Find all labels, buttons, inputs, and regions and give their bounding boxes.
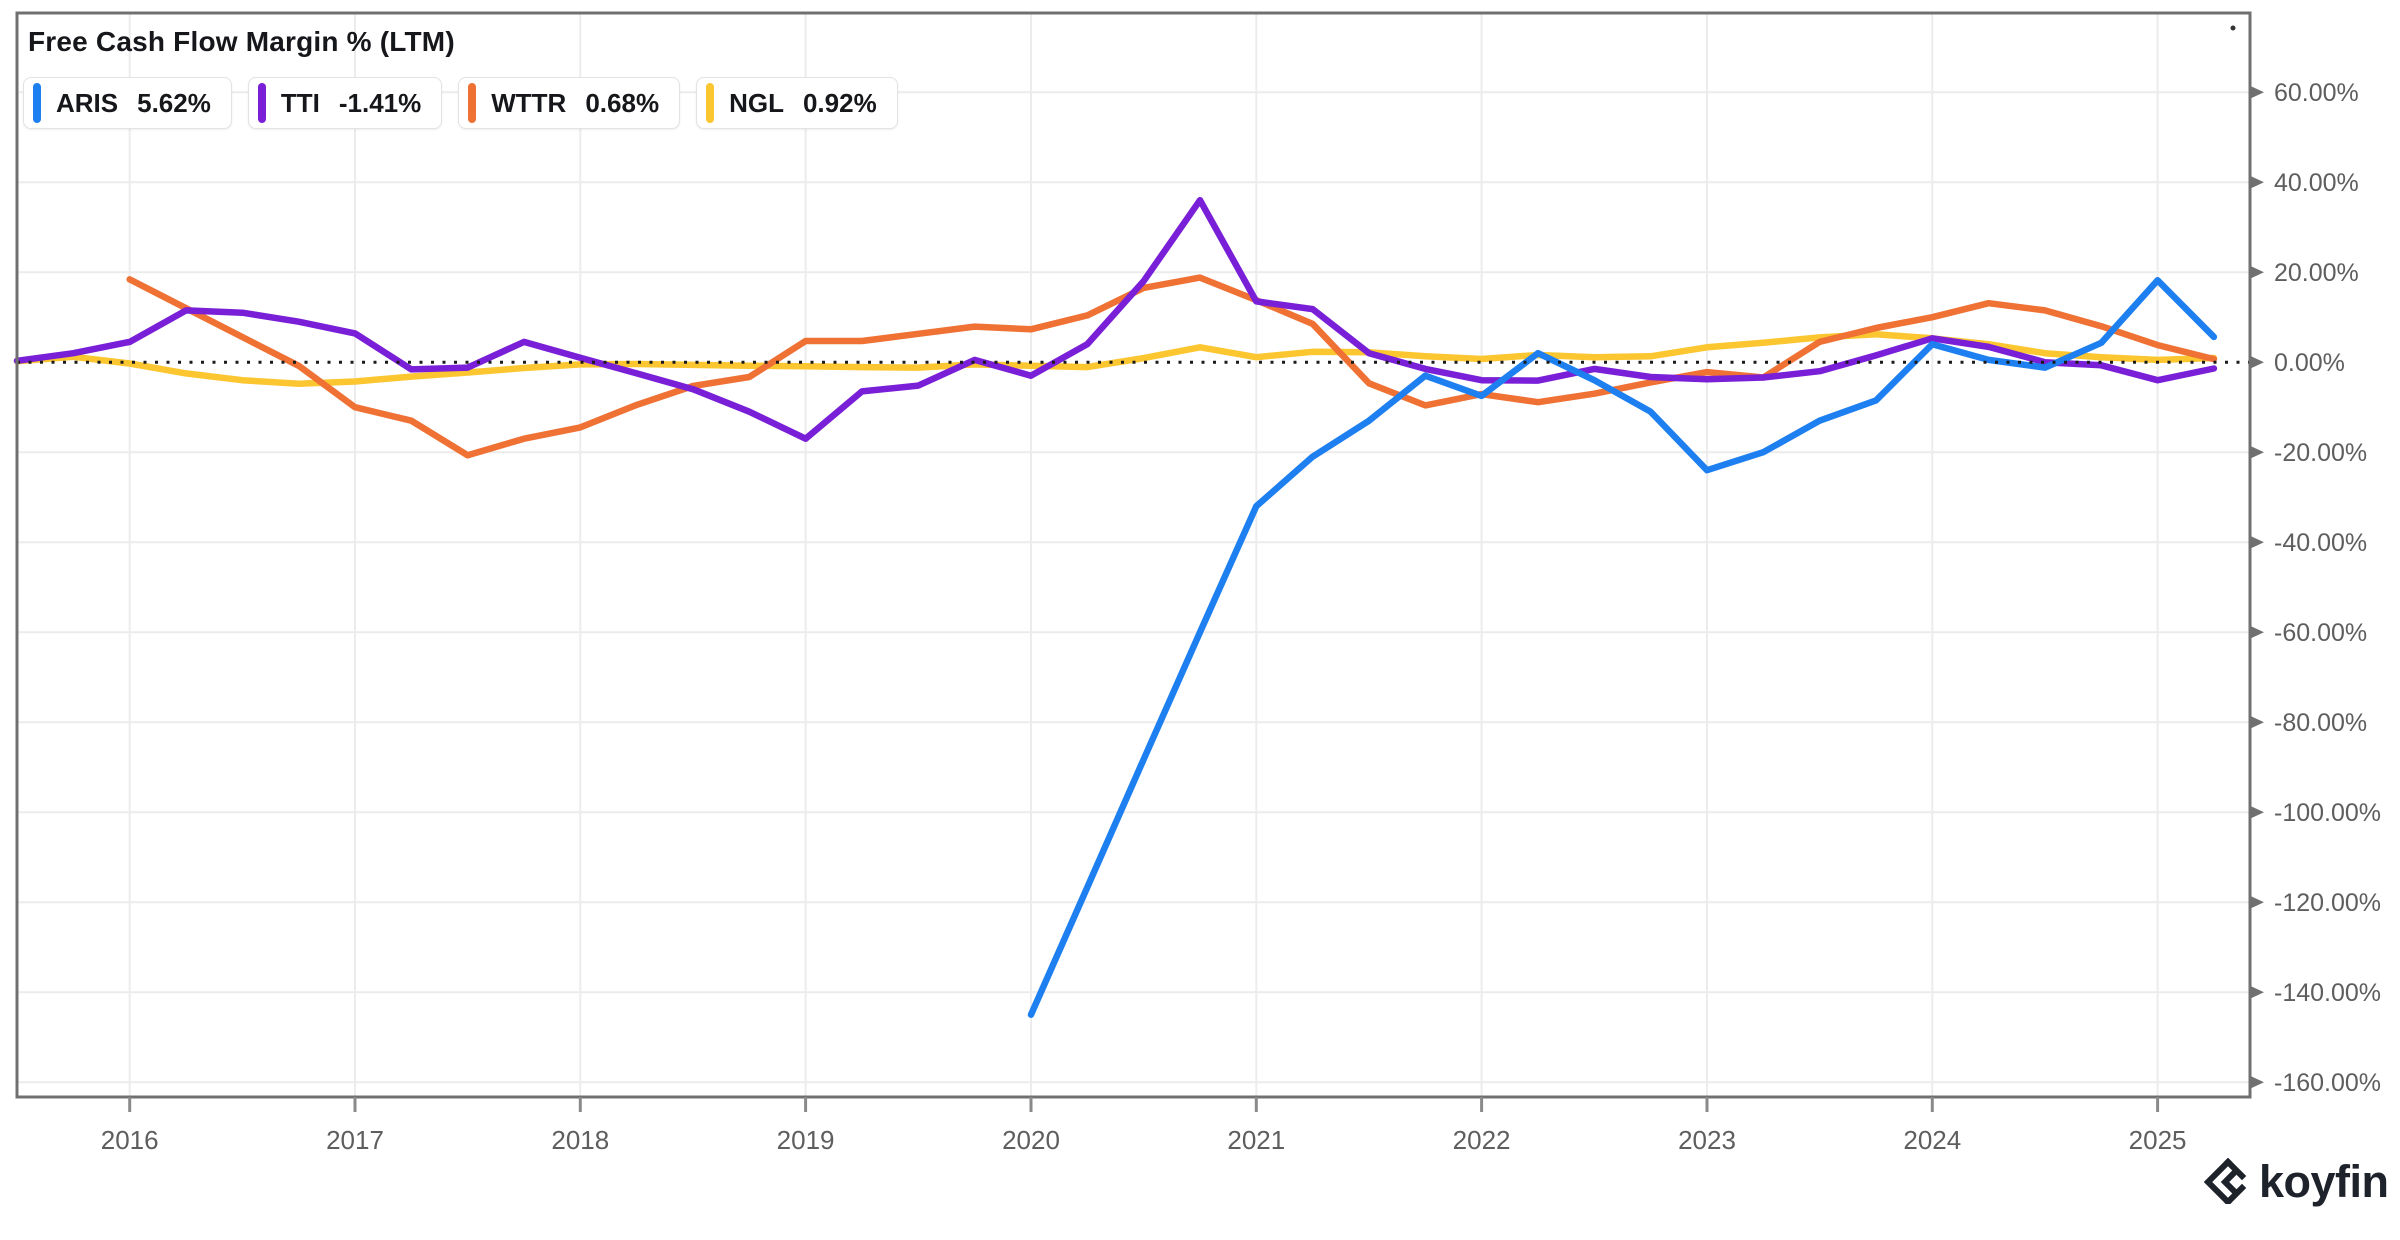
x-axis-label: 2025 — [2129, 1125, 2187, 1155]
y-tick-arrow-icon — [2251, 896, 2264, 909]
legend-ticker: WTTR — [491, 87, 567, 118]
y-axis-label: -80.00% — [2274, 709, 2367, 737]
y-axis-label: 40.00% — [2274, 169, 2359, 197]
stray-dot — [2230, 25, 2236, 31]
series-lines — [13, 196, 2218, 1018]
y-axis-label: -20.00% — [2274, 439, 2367, 467]
legend-ticker: TTI — [280, 87, 320, 118]
y-axis-label: -40.00% — [2274, 529, 2367, 557]
legend-ticker: ARIS — [56, 87, 119, 118]
x-axis-label: 2022 — [1453, 1125, 1511, 1155]
x-axis: 2016 2017 2018 2019 2020 2021 2022 2023 2024 2025 — [101, 1097, 2187, 1155]
y-tick-arrow-icon — [2251, 176, 2264, 189]
x-axis-label: 2016 — [101, 1125, 159, 1155]
chart-title: Free Cash Flow Margin % (LTM) — [28, 26, 455, 57]
y-tick-arrow-icon — [2251, 986, 2264, 999]
y-tick-arrow-icon — [2251, 536, 2264, 549]
y-tick-arrow-icon — [2251, 266, 2264, 279]
y-axis-label: -100.00% — [2274, 799, 2381, 827]
y-tick-arrow-icon — [2251, 356, 2264, 369]
y-axis-label: 60.00% — [2274, 79, 2359, 107]
y-axis-label: 20.00% — [2274, 259, 2359, 287]
y-axis-label: -120.00% — [2274, 889, 2381, 917]
y-axis-label: -60.00% — [2274, 619, 2367, 647]
legend-chip-ARIS[interactable]: ARIS 5.62% — [23, 77, 232, 129]
y-axis: 60.00% 40.00% 20.00% 0.00% -20.00% -40.00% -60… — [2251, 79, 2381, 1097]
series-line-ARIS — [1027, 277, 2218, 1018]
koyfin-logo: koyfin — [2203, 1158, 2389, 1204]
gridlines — [17, 13, 2250, 1097]
plot-border — [15, 11, 2252, 1099]
legend-color-bar — [706, 83, 715, 123]
x-axis-label: 2024 — [1903, 1125, 1961, 1155]
legend-chip-NGL[interactable]: NGL 0.92% — [696, 77, 898, 129]
x-axis-label: 2021 — [1227, 1125, 1285, 1155]
x-axis-label: 2019 — [777, 1125, 835, 1155]
legend-color-bar — [33, 83, 41, 123]
legend-value: 5.62% — [137, 87, 211, 118]
legend-chip-WTTR[interactable]: WTTR 0.68% — [458, 77, 681, 129]
legend-value: 0.68% — [585, 87, 660, 118]
legend-value: -1.41% — [338, 87, 422, 118]
y-tick-arrow-icon — [2251, 1076, 2264, 1089]
koyfin-logo-text: koyfin — [2259, 1155, 2389, 1207]
series-line-WTTR — [126, 274, 2218, 459]
series-line-NGL — [13, 331, 2218, 388]
y-tick-arrow-icon — [2251, 446, 2264, 459]
y-tick-arrow-icon — [2251, 626, 2264, 639]
legend-value: 0.92% — [802, 87, 877, 118]
koyfin-logo-mark — [2203, 1158, 2247, 1204]
x-axis-label: 2017 — [326, 1125, 384, 1155]
legend-ticker: NGL — [729, 87, 784, 118]
y-tick-arrow-icon — [2251, 806, 2264, 819]
legend-chip-TTI[interactable]: TTI -1.41% — [247, 77, 443, 129]
y-axis-label: 0.00% — [2274, 349, 2345, 377]
x-axis-label: 2020 — [1002, 1125, 1060, 1155]
x-axis-label: 2023 — [1678, 1125, 1736, 1155]
legend-color-bar — [257, 83, 266, 123]
y-axis-label: -140.00% — [2274, 979, 2381, 1007]
legend-color-bar — [468, 83, 477, 123]
y-axis-label: -160.00% — [2274, 1069, 2381, 1097]
legend: ARIS 5.62% TTI -1.41% WTTR 0.68% NGL 0.92% — [23, 77, 898, 129]
y-tick-arrow-icon — [2251, 86, 2264, 99]
x-axis-label: 2018 — [551, 1125, 609, 1155]
y-tick-arrow-icon — [2251, 716, 2264, 729]
